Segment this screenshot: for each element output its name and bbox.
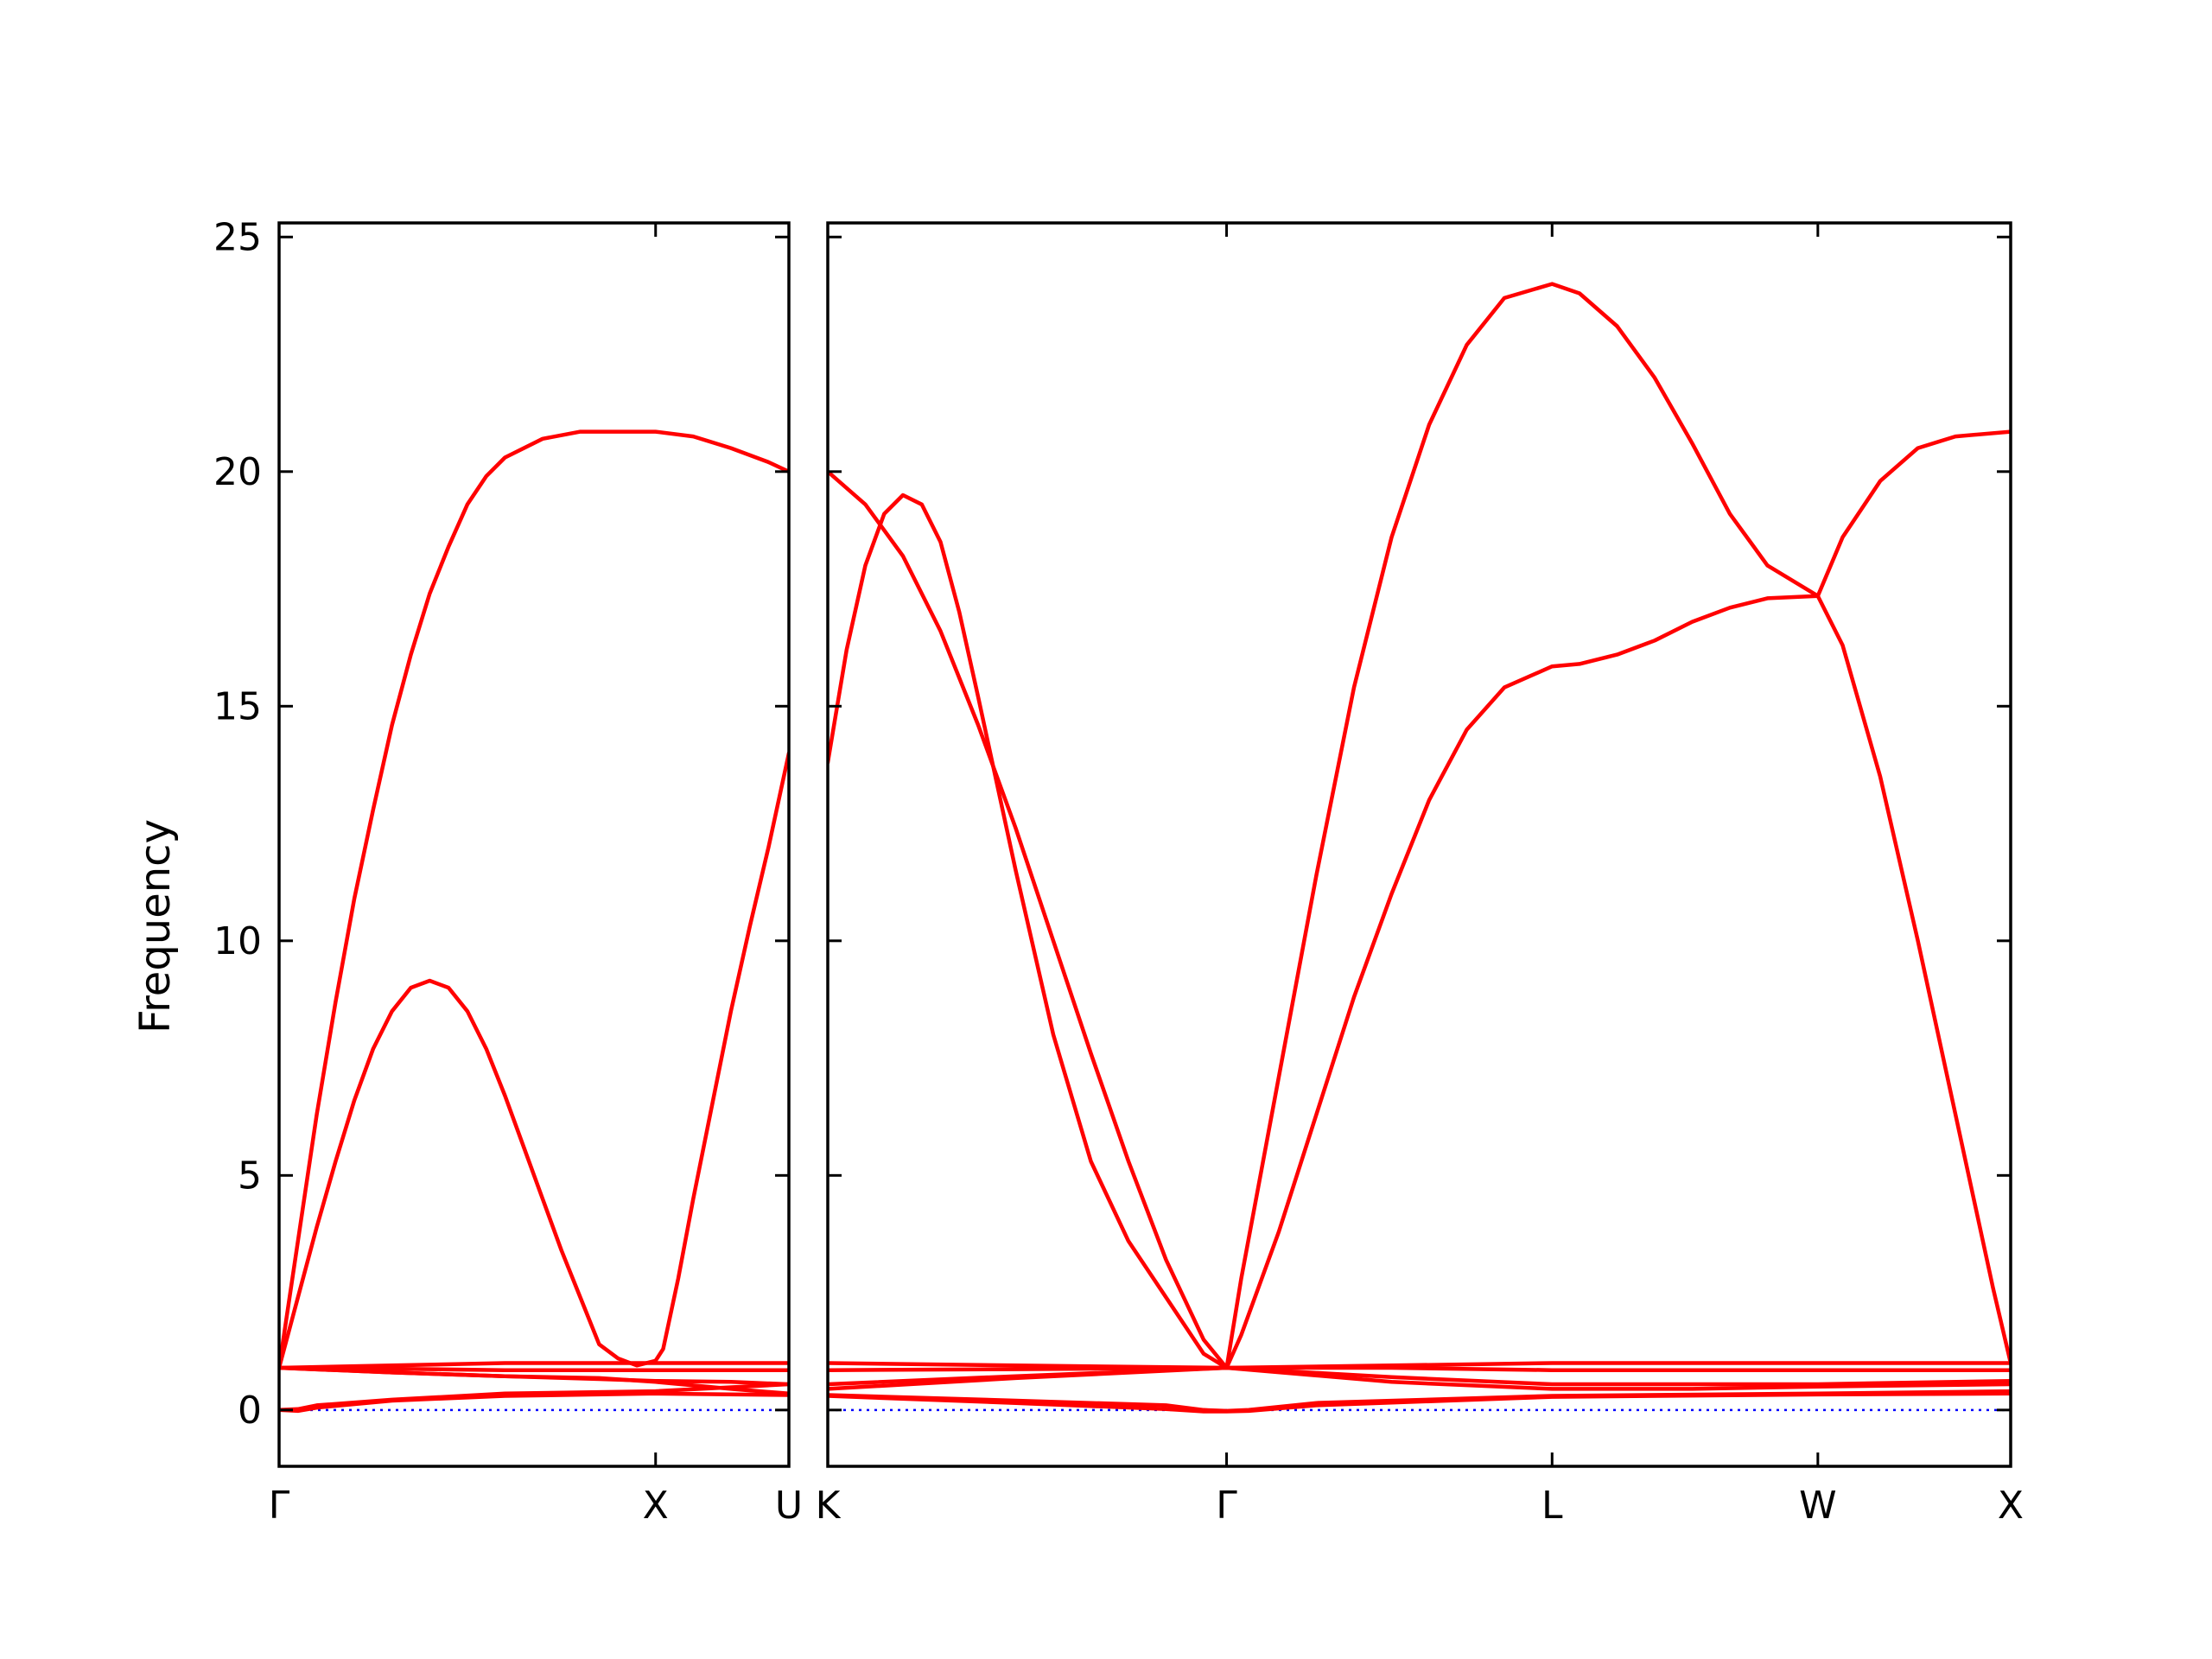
bands bbox=[828, 282, 2011, 1414]
band-line-1 bbox=[279, 429, 789, 1370]
band-line-4 bbox=[1224, 594, 2011, 1370]
x-tick-label-L: L bbox=[1541, 1484, 1563, 1528]
band-line-5 bbox=[828, 1361, 2011, 1370]
band-line-6 bbox=[828, 1365, 2011, 1372]
y-tick-label: 15 bbox=[213, 684, 262, 728]
band-line-10 bbox=[828, 1391, 2011, 1414]
band-line-3 bbox=[653, 751, 789, 1363]
band-line-4 bbox=[279, 1361, 789, 1370]
band-line-2 bbox=[828, 493, 1229, 1370]
y-tick-label: 20 bbox=[213, 450, 262, 494]
y-axis-label: Frequency bbox=[131, 819, 180, 1033]
y-tick-label: 10 bbox=[213, 919, 262, 963]
x-tick-label-X: X bbox=[1998, 1484, 2024, 1528]
x-tick-label-K: K bbox=[816, 1484, 842, 1528]
x-tick-label-X: X bbox=[643, 1484, 669, 1528]
y-tick-label: 25 bbox=[213, 215, 262, 259]
panels: 0 5 10 15 20 25 Γ X U K Γ L W X bbox=[213, 215, 2024, 1528]
band-line-2 bbox=[279, 978, 658, 1370]
y-tick-label: 5 bbox=[238, 1154, 262, 1198]
band-line-3 bbox=[1224, 282, 2011, 1370]
x-tick-label-U: U bbox=[775, 1484, 803, 1528]
axes-frame bbox=[826, 221, 2012, 1468]
panel-left: 0 5 10 15 20 25 Γ X U bbox=[213, 215, 803, 1528]
band-line-1 bbox=[828, 469, 1229, 1370]
band-line-9 bbox=[279, 1391, 789, 1414]
axes-frame bbox=[277, 221, 791, 1468]
y-tick-label: 0 bbox=[238, 1389, 262, 1433]
x-tick-label-W: W bbox=[1799, 1484, 1837, 1528]
bands bbox=[279, 429, 789, 1414]
band-line-5 bbox=[279, 1365, 789, 1372]
band-line-8 bbox=[828, 1365, 2011, 1391]
x-tick-label-Γ: Γ bbox=[1216, 1484, 1237, 1528]
x-tick-label-Γ: Γ bbox=[269, 1484, 290, 1528]
